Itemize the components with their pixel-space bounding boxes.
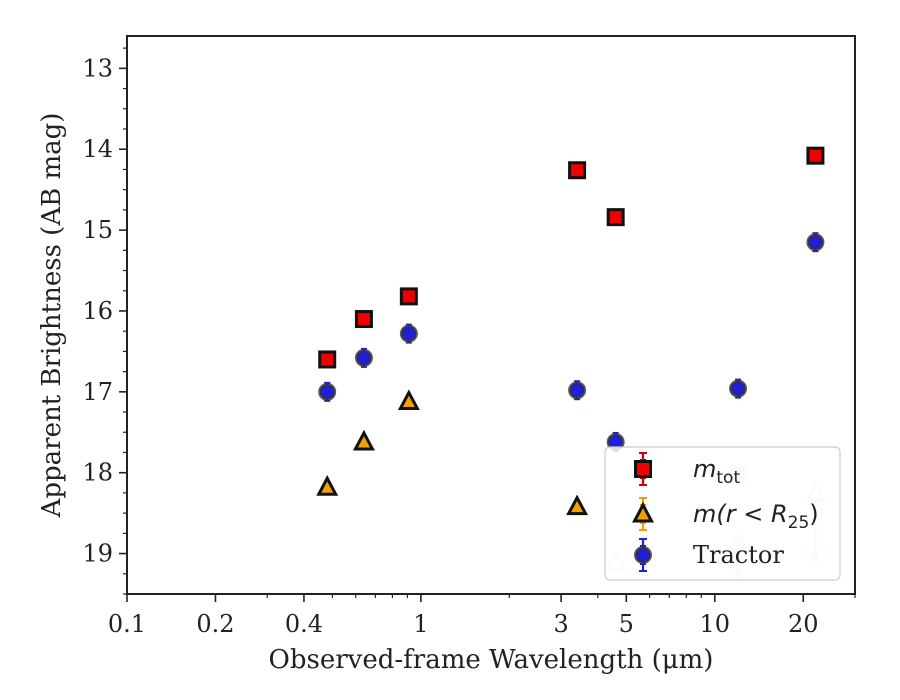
data-point bbox=[566, 494, 589, 516]
square-marker bbox=[806, 146, 825, 165]
x-tick-label: 0.1 bbox=[108, 610, 146, 638]
data-point bbox=[568, 161, 587, 180]
plot-frame bbox=[126, 35, 856, 595]
x-tick-label: 5 bbox=[619, 610, 634, 638]
legend-label: Tractor bbox=[693, 541, 784, 569]
legend-label-subscript: 25 bbox=[788, 513, 810, 533]
legend-label: mtot bbox=[693, 455, 740, 488]
triangle-marker bbox=[316, 475, 339, 496]
square-marker bbox=[354, 310, 373, 329]
x-tick-label: 1 bbox=[413, 610, 428, 638]
triangle-marker bbox=[352, 429, 375, 451]
x-tick-label: 0.4 bbox=[285, 610, 323, 638]
legend-label-subscript: tot bbox=[716, 468, 740, 488]
legend-label-main: m(r < R bbox=[693, 500, 788, 528]
y-tick-label: 19 bbox=[82, 540, 113, 568]
legend-entry-mr25: m(r < R25) bbox=[632, 497, 819, 533]
square-marker bbox=[606, 208, 625, 227]
square-marker bbox=[568, 161, 587, 180]
legend-label-main: Tractor bbox=[693, 541, 784, 569]
x-tick-label: 3 bbox=[553, 610, 568, 638]
legend-marker bbox=[634, 460, 652, 478]
y-tick-label: 15 bbox=[82, 216, 113, 244]
legend-box bbox=[604, 446, 841, 581]
circle-marker bbox=[634, 546, 652, 564]
data-point bbox=[397, 389, 420, 411]
data-point bbox=[354, 310, 373, 329]
legend-label-main: m bbox=[693, 455, 716, 483]
x-tick-label: 0.2 bbox=[196, 610, 234, 638]
x-axis-label: Observed-frame Wavelength (μm) bbox=[269, 645, 714, 675]
triangle-marker bbox=[566, 494, 589, 516]
y-tick-label: 17 bbox=[82, 378, 113, 406]
triangle-marker bbox=[632, 501, 654, 523]
data-point bbox=[352, 429, 375, 451]
data-point bbox=[399, 287, 418, 306]
y-tick-label: 16 bbox=[82, 297, 113, 325]
legend-label: m(r < R25) bbox=[693, 500, 819, 533]
legend-entry-mtot: mtot bbox=[634, 452, 740, 488]
data-point bbox=[316, 475, 339, 496]
y-tick-label: 14 bbox=[82, 135, 113, 163]
y-tick-label: 13 bbox=[82, 54, 113, 82]
square-marker bbox=[318, 350, 337, 369]
legend-marker bbox=[634, 546, 652, 564]
y-tick-label: 18 bbox=[82, 459, 113, 487]
data-point bbox=[606, 208, 625, 227]
triangle-marker bbox=[397, 389, 420, 411]
legend-marker bbox=[632, 501, 654, 523]
square-marker bbox=[399, 287, 418, 306]
series-tractor bbox=[318, 232, 825, 452]
data-point bbox=[318, 350, 337, 369]
data-point bbox=[806, 146, 825, 165]
legend-label-suffix: ) bbox=[809, 500, 818, 528]
x-tick-label: 20 bbox=[788, 610, 819, 638]
y-axis-label: Apparent Brightness (AB mag) bbox=[37, 113, 67, 519]
x-tick-label: 10 bbox=[700, 610, 731, 638]
square-marker bbox=[634, 460, 652, 478]
legend: mtot m(r < R25) Tractor bbox=[604, 446, 841, 581]
legend-entry-tractor: Tractor bbox=[634, 538, 784, 572]
